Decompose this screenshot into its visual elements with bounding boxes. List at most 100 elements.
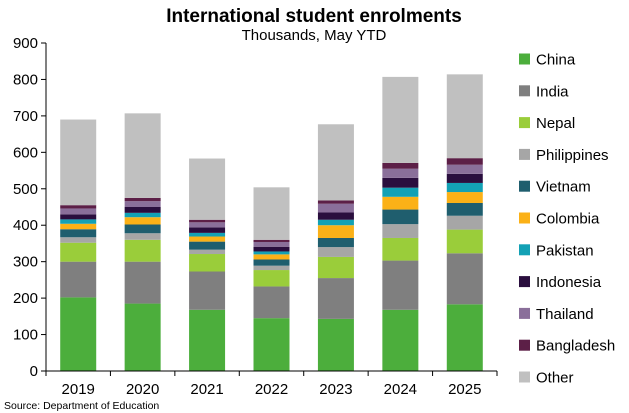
bar-segment-thailand (253, 241, 290, 247)
y-tick-label: 300 (13, 254, 38, 271)
bar-segment-india (189, 271, 226, 310)
bar-segment-china (253, 318, 290, 371)
bar-segment-philippines (60, 237, 97, 243)
legend-item-china: China (519, 52, 576, 69)
legend-item-nepal: Nepal (519, 115, 575, 132)
legend-swatch (519, 212, 530, 224)
bar-segment-colombia (446, 192, 483, 203)
x-tick-label: 2020 (126, 381, 159, 398)
bar-segment-bangladesh (382, 162, 419, 169)
x-tick-label: 2019 (62, 381, 95, 398)
legend: China India Nepal Philippines Vietnam Colombi… (519, 52, 615, 387)
bar-segment-pakistan (60, 219, 97, 224)
y-tick-label: 900 (13, 35, 38, 52)
bars (60, 74, 483, 371)
bar-segment-thailand (382, 168, 419, 178)
legend-label: Pakistan (536, 242, 594, 259)
bar-segment-indonesia (124, 207, 161, 213)
bar-segment-indonesia (317, 212, 354, 220)
bar-segment-indonesia (382, 177, 419, 188)
chart-title: International student enrolments (166, 6, 462, 27)
legend-label: Indonesia (536, 274, 602, 291)
legend-item-thailand: Thailand (519, 306, 594, 323)
legend-swatch (519, 371, 530, 383)
legend-label: Colombia (536, 211, 600, 228)
bar-segment-china (317, 318, 354, 371)
bar-segment-pakistan (124, 212, 161, 218)
bar-segment-indonesia (189, 227, 226, 233)
y-tick-label: 600 (13, 144, 38, 161)
bar-segment-vietnam (317, 237, 354, 248)
bar-stack-2021 (189, 158, 226, 371)
bar-segment-vietnam (446, 202, 483, 216)
legend-swatch (519, 339, 530, 351)
bar-segment-pakistan (446, 182, 483, 193)
bar-segment-colombia (382, 196, 419, 210)
bar-stack-2020 (124, 113, 161, 371)
bar-segment-other (124, 113, 161, 198)
y-tick-label: 500 (13, 181, 38, 198)
source-note: Source: Department of Education (4, 400, 159, 412)
y-tick-label: 400 (13, 217, 38, 234)
legend-label: China (536, 52, 576, 69)
bar-segment-bangladesh (446, 158, 483, 165)
bar-segment-bangladesh (253, 239, 290, 242)
bar-segment-other (382, 76, 419, 163)
bar-segment-philippines (189, 249, 226, 255)
y-tick-label: 200 (13, 290, 38, 307)
bar-segment-india (446, 253, 483, 305)
bar-segment-vietnam (189, 241, 226, 250)
legend-item-pakistan: Pakistan (519, 242, 594, 259)
legend-item-bangladesh: Bangladesh (519, 338, 615, 355)
y-tick-label: 800 (13, 71, 38, 88)
bar-stack-2025 (446, 74, 483, 371)
bar-segment-colombia (189, 236, 226, 242)
legend-swatch (519, 53, 530, 65)
legend-label: Philippines (536, 147, 609, 164)
bar-segment-china (124, 303, 161, 371)
legend-label: Other (536, 370, 574, 387)
bar-segment-nepal (124, 239, 161, 262)
bar-segment-thailand (446, 164, 483, 174)
bar-segment-india (253, 286, 290, 319)
bar-stack-2023 (317, 124, 354, 371)
bar-segment-bangladesh (189, 219, 226, 223)
bar-segment-thailand (189, 222, 226, 228)
bar-segment-china (60, 297, 97, 371)
bar-segment-thailand (124, 201, 161, 207)
x-tick-label: 2025 (448, 381, 481, 398)
y-tick-label: 0 (30, 363, 38, 380)
bar-segment-pakistan (317, 219, 354, 226)
legend-label: Thailand (536, 306, 594, 323)
bar-segment-philippines (382, 224, 419, 238)
bar-segment-thailand (317, 203, 354, 213)
legend-item-other: Other (519, 370, 574, 387)
bar-segment-philippines (253, 265, 290, 271)
bar-segment-india (382, 260, 419, 310)
bar-segment-colombia (317, 225, 354, 238)
x-tick-label: 2022 (255, 381, 288, 398)
bar-segment-philippines (317, 247, 354, 257)
legend-swatch (519, 117, 530, 129)
bar-stack-2024 (382, 76, 419, 371)
bar-segment-indonesia (60, 214, 97, 220)
bar-segment-nepal (189, 254, 226, 272)
bar-segment-philippines (124, 233, 161, 240)
x-tick-label: 2023 (319, 381, 352, 398)
bar-segment-pakistan (189, 232, 226, 237)
bar-segment-thailand (60, 208, 97, 215)
bar-segment-other (253, 187, 290, 240)
legend-swatch (519, 307, 530, 319)
bar-segment-indonesia (446, 173, 483, 183)
bar-segment-nepal (253, 270, 290, 287)
bar-segment-bangladesh (317, 200, 354, 204)
bar-segment-colombia (253, 254, 290, 260)
bar-segment-other (317, 124, 354, 201)
bar-segment-bangladesh (124, 197, 161, 202)
bar-segment-colombia (124, 217, 161, 225)
legend-item-colombia: Colombia (519, 211, 600, 228)
y-tick-label: 700 (13, 108, 38, 125)
bar-segment-other (189, 158, 226, 220)
bar-segment-other (60, 119, 97, 206)
